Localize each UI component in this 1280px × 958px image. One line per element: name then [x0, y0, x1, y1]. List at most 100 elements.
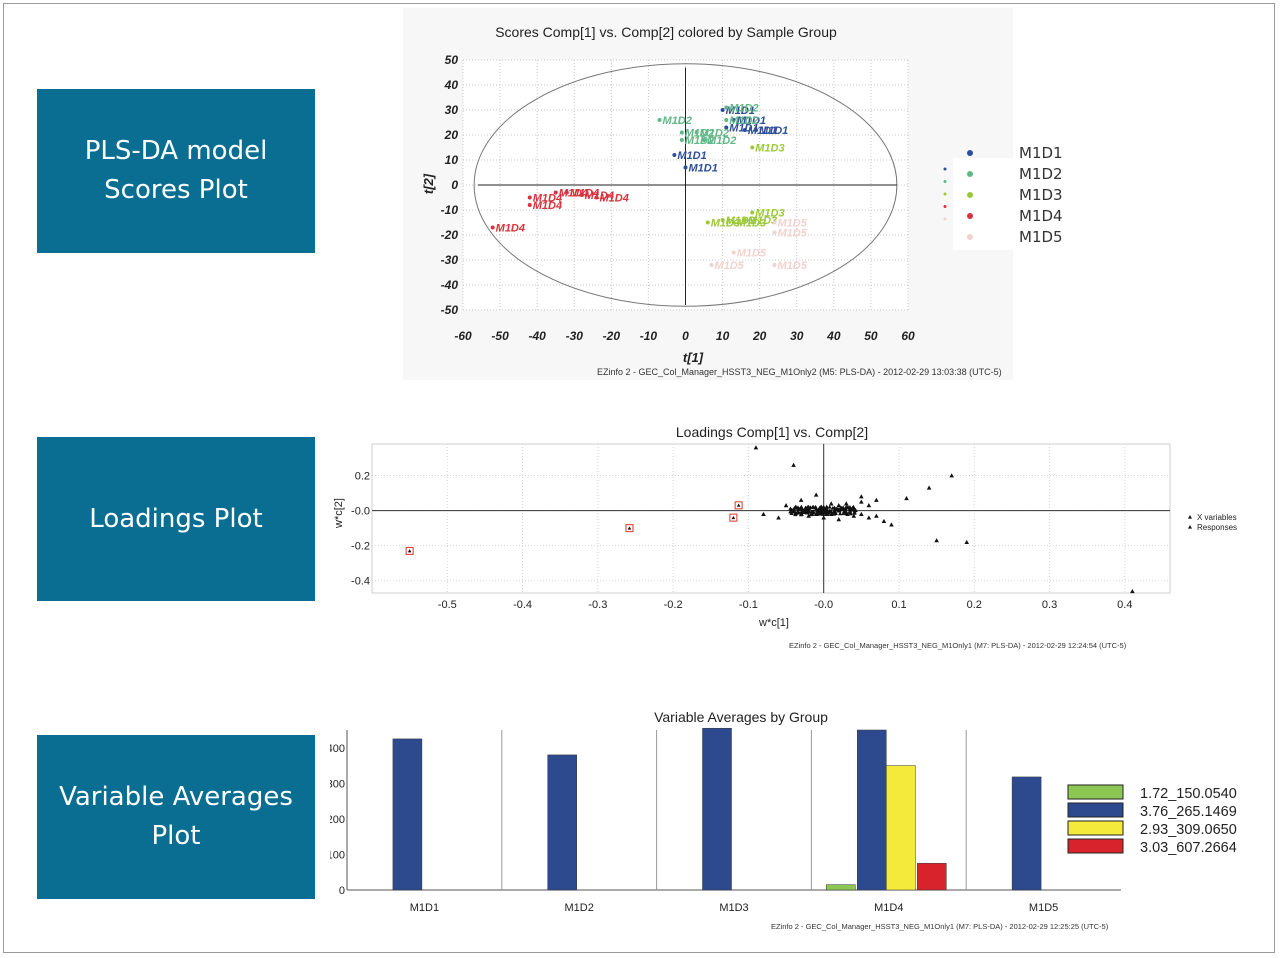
score-point-m1d5 [709, 263, 714, 267]
score-point-m1d1 [720, 108, 725, 112]
score-point-m1d2 [694, 130, 699, 135]
legend-marker [967, 150, 973, 156]
x-variable-point [842, 507, 848, 512]
x-variable-point [833, 511, 838, 515]
legend-marker-small [943, 180, 947, 183]
x-variable-point [793, 511, 798, 516]
bar-legend-label: 3.03_607.2664 [1140, 840, 1237, 856]
y-tick-label: 0.2 [355, 471, 370, 483]
score-point-m1d2 [657, 118, 662, 122]
x-variable-point [852, 507, 858, 512]
y-tick-label: -50 [441, 303, 459, 317]
scores-xlabel: t[1] [683, 350, 704, 365]
score-point-label: M1D1 [677, 150, 706, 162]
score-point-m1d3 [750, 210, 755, 215]
legend-marker-small [943, 192, 947, 196]
y-tick-label: 20 [444, 128, 459, 142]
x-variable-point [830, 505, 835, 510]
x-variable-point [821, 506, 826, 511]
x-variable-point [810, 509, 815, 514]
score-point-label: M1D1 [759, 125, 788, 137]
x-tick-label: 40 [826, 329, 841, 343]
scores-legend-label: M1D4 [1019, 207, 1063, 225]
x-variable-point [859, 494, 864, 499]
x-variable-point [821, 515, 826, 520]
x-variable-point [761, 511, 766, 516]
x-variable-point [798, 512, 804, 517]
loadings-plot-chart: -0.5 -0.4 -0.3 -0.2 -0.1 -0.0 0.1 0.2 0.3 0.4 0.2 -… [333, 424, 1237, 650]
y-tick-label: 10 [445, 153, 459, 167]
score-point-label: M1D3 [755, 143, 784, 155]
bar-legend-label: 1.72_150.0540 [1140, 786, 1237, 802]
score-point-label: M1D2 [700, 128, 729, 140]
score-point-label: M1D4 [600, 193, 629, 205]
score-point-label: M1D1 [729, 123, 758, 135]
bar-3.76_265.1469 [392, 738, 423, 891]
bar-chart-footer: EZinfo 2 - GEC_Col_Manager_HSST3_NEG_M1O… [771, 922, 1109, 931]
score-point-label: M1D5 [737, 248, 767, 260]
loadings-legend-label: Responses [1197, 523, 1237, 532]
x-variable-point [964, 539, 970, 545]
x-variable-point [850, 507, 855, 512]
y-tick-label: -10 [441, 203, 459, 217]
loadings-ylabel: w*c[2] [333, 498, 345, 529]
legend-marker [1188, 515, 1192, 519]
x-tick-label: -40 [528, 329, 546, 343]
scores-legend-label: M1D2 [1019, 165, 1063, 183]
y-tick-label: 30 [445, 103, 459, 117]
score-point-m1d4 [490, 225, 495, 230]
x-variable-point [827, 504, 832, 509]
x-variable-point [881, 518, 887, 523]
x-variable-point [828, 501, 834, 506]
legend-swatch [1067, 784, 1124, 800]
x-variable-point [798, 497, 804, 502]
y-tick-label: 200 [330, 814, 345, 826]
bar-legend-label: 3.76_265.1469 [1140, 804, 1237, 820]
score-point-label: M1D3 [711, 218, 740, 230]
x-tick-label: -0.1 [739, 599, 758, 611]
score-point-m1d2 [724, 118, 729, 122]
score-point-label: M1D1 [737, 115, 766, 127]
x-variable-point [889, 522, 894, 527]
scores-plot-label: PLS-DA model Scores Plot [37, 89, 315, 253]
y-tick-label: 40 [444, 78, 459, 92]
response-point [627, 526, 632, 530]
x-variable-point [1130, 588, 1135, 594]
x-variable-point [837, 508, 842, 513]
legend-swatch [1067, 838, 1124, 854]
response-point [736, 503, 741, 507]
response-point [731, 515, 736, 520]
score-point-m1d2 [679, 130, 684, 135]
x-variable-point [814, 508, 820, 513]
slide-frame [3, 3, 1275, 953]
bar-legend-label: 2.93_309.0650 [1140, 822, 1237, 838]
x-variable-point [791, 506, 797, 511]
x-variable-point [904, 496, 909, 501]
score-point-m1d4 [594, 195, 599, 200]
bar-3.76_265.1469 [702, 727, 732, 891]
category-label: M1D2 [565, 902, 594, 914]
x-tick-label: -30 [566, 329, 584, 343]
score-point-label: M1D2 [685, 128, 714, 140]
x-tick-label: -0.3 [588, 599, 607, 611]
x-variable-point [836, 517, 842, 522]
score-point-m1d1 [731, 118, 736, 122]
x-variable-point [949, 473, 954, 478]
score-point-label: M1D1 [748, 125, 777, 137]
legend-marker [967, 213, 973, 219]
loadings-title: Loadings Comp[1] vs. Comp[2] [676, 424, 868, 440]
x-tick-label: 0.3 [1042, 599, 1057, 611]
score-point-label: M1D4 [496, 223, 525, 235]
scores-title: Scores Comp[1] vs. Comp[2] colored by Sa… [495, 24, 837, 40]
x-variable-point [804, 508, 809, 513]
legend-marker [967, 234, 973, 240]
x-variable-point [874, 513, 879, 518]
score-point-m1d4 [527, 195, 532, 200]
x-variable-point [838, 505, 843, 509]
category-label: M1D4 [874, 902, 903, 914]
score-point-m1d2 [702, 138, 707, 142]
category-label: M1D1 [410, 902, 439, 914]
bar-3.76_265.1469 [857, 729, 887, 891]
y-tick-label: -30 [441, 253, 459, 267]
x-tick-label: 0 [682, 329, 689, 343]
